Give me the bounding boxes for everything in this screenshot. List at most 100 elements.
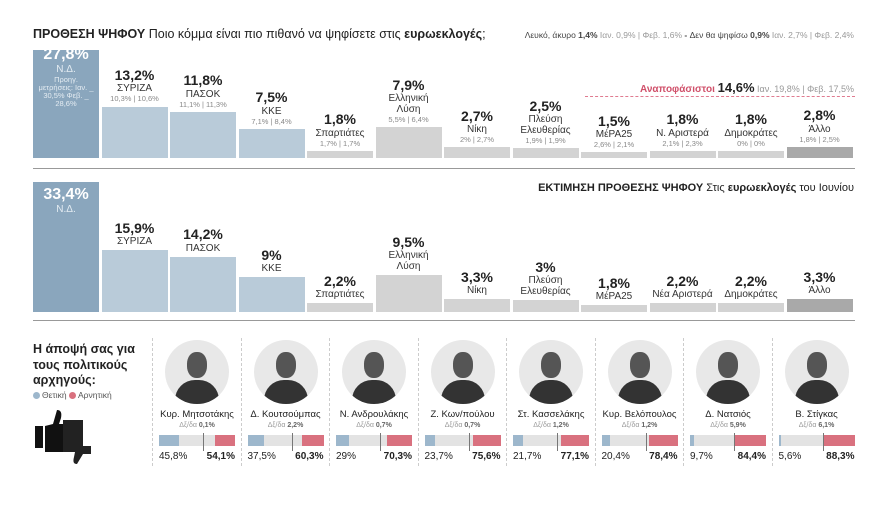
value-label: 13,2%	[114, 66, 155, 83]
positive-value: 9,7%	[690, 451, 713, 462]
previous-values: 2,6% | 2,1%	[593, 139, 635, 149]
leader-photo	[696, 340, 760, 404]
previous-values: 10,3% | 10,6%	[110, 94, 159, 104]
negative-value: 54,1%	[206, 451, 235, 462]
value-label: 1,5%	[598, 112, 630, 129]
separator	[594, 338, 596, 466]
value-label: 3,3%	[803, 268, 836, 285]
dont-know: Δξ/δα 0,7%	[356, 422, 392, 429]
divider	[203, 433, 204, 451]
leader-photo	[519, 340, 583, 404]
bar-label: 3,3% Νίκη	[444, 268, 510, 297]
leader-photo	[430, 340, 495, 404]
party-label: Πλεύση Ελευθερίας	[520, 275, 571, 298]
bar-column: 1,8% Δημοκράτες 0% | 0%	[718, 40, 784, 158]
positive-value: 5,6%	[778, 451, 802, 462]
leader-card: Στ. Κασσελάκης Δξ/δα 1,2% 21,7% 77,1%	[507, 338, 595, 466]
negative-value: 77,1%	[560, 451, 589, 462]
value-label: 7,5%	[255, 89, 288, 106]
positive-value: 20,4%	[601, 451, 630, 462]
party-label: Νίκη	[466, 285, 487, 297]
negative-value: 60,3%	[295, 451, 324, 462]
divider	[822, 433, 824, 451]
party-label: Σπαρτιάτες	[315, 127, 365, 139]
value-label: 33,4%	[43, 186, 89, 203]
leader-card: Β. Στίγκας Δξ/δα 6,1% 5,6% 88,3%	[773, 338, 861, 466]
negative-bar	[386, 435, 412, 446]
party-label: Δημοκράτες	[724, 127, 778, 139]
negative-value: 75,6%	[472, 451, 501, 462]
bar-label: 27,8% Ν.Δ. Προηγ. μετρήσεις: Ιαν. _ 30,5% …	[33, 46, 99, 109]
bar-column: 27,8% Ν.Δ. Προηγ. μετρήσεις: Ιαν. _ 30,5% …	[33, 40, 99, 158]
separator	[417, 338, 419, 466]
leaders-title: Η άποψή σας για τους πολιτικούς αρχηγούς…	[33, 342, 135, 388]
separator	[329, 338, 330, 466]
previous-values: 1,7% | 1,7%	[319, 138, 361, 148]
bar	[101, 250, 168, 312]
previous-values: 7,1% | 8,4%	[251, 116, 292, 126]
positive-value: 37,5%	[247, 451, 276, 462]
bar-column: 13,2% ΣΥΡΙΖΑ 10,3% | 10,6%	[101, 40, 168, 158]
party-label: Ελληνική Λύση	[388, 92, 429, 115]
bar	[238, 276, 305, 312]
rating-track	[336, 435, 412, 446]
negative-bar	[561, 435, 589, 446]
value-label: 1,8%	[598, 274, 630, 291]
previous-values: 0% | 0%	[737, 138, 765, 148]
leader-card: Δ. Κουτσούμπας Δξ/δα 2,2% 37,5% 60,3%	[242, 338, 330, 466]
value-label: 3%	[535, 258, 556, 275]
positive-value: 45,8%	[159, 451, 188, 462]
party-label: Σπαρτιάτες	[315, 289, 365, 301]
party-label: ΚΚΕ	[261, 262, 282, 274]
value-label: 27,8%	[43, 46, 89, 63]
separator	[152, 338, 153, 466]
value-label: 3,3%	[461, 268, 493, 285]
bar-column: 1,8% Ν. Αριστερά 2,1% | 2,3%	[649, 40, 716, 158]
positive-bar	[690, 435, 695, 446]
value-label: 2,8%	[803, 107, 836, 124]
bar	[649, 150, 716, 158]
party-label: ΚΚΕ	[261, 105, 282, 117]
bar-label: 7,5% ΚΚΕ 7,1% | 8,4%	[239, 89, 305, 126]
leader-name: Ν. Ανδρουλάκης	[339, 409, 409, 420]
bar	[238, 128, 305, 158]
value-label: 2,2%	[735, 273, 767, 290]
bar-column: 15,9% ΣΥΡΙΖΑ	[101, 180, 168, 312]
rating-track	[778, 435, 855, 446]
leader-photo	[607, 340, 672, 404]
value-label: 9%	[261, 246, 282, 263]
bar-label: 13,2% ΣΥΡΙΖΑ 10,3% | 10,6%	[102, 66, 168, 104]
bar-label: 11,8% ΠΑΣΟΚ 11,1% | 11,3%	[170, 72, 236, 109]
bar-label: 3,3% Άλλο	[787, 268, 853, 296]
negative-bar	[649, 435, 678, 446]
leader-name: Στ. Κασσελάκης	[517, 409, 585, 420]
previous-values: 1,8% | 2,5%	[799, 134, 840, 144]
positive-bar	[601, 435, 611, 446]
negative-value: 84,4%	[737, 451, 766, 462]
bar	[33, 49, 99, 158]
bar	[649, 303, 716, 312]
leader-photo	[165, 340, 229, 404]
leader-name: Β. Στίγκας	[795, 409, 838, 420]
bar	[581, 152, 647, 158]
negative-bar	[473, 435, 501, 446]
section-divider	[33, 320, 855, 321]
bar-column: 9% ΚΚΕ	[238, 180, 305, 312]
bar-column: 2,2% Δημοκράτες	[718, 180, 784, 312]
negative-value: 70,3%	[383, 451, 412, 462]
bar	[786, 299, 853, 312]
rating-track	[690, 435, 766, 446]
bar	[512, 300, 579, 312]
bar-column: 2,8% Άλλο 1,8% | 2,5%	[786, 40, 853, 158]
value-label: 7,9%	[392, 76, 425, 93]
party-label: Νίκη	[466, 124, 487, 136]
bar-column: 7,5% ΚΚΕ 7,1% | 8,4%	[238, 40, 305, 158]
party-label: Ν.Δ.	[56, 63, 76, 75]
previous-values: 1,9% | 1,9%	[525, 136, 566, 145]
party-label: Πλεύση Ελευθερίας	[520, 114, 571, 136]
bar-column: 2,2% Νέα Αριστερά	[649, 180, 716, 312]
party-label: ΠΑΣΟΚ	[185, 88, 221, 100]
leader-card: Δ. Νατσιός Δξ/δα 5,9% 9,7% 84,4%	[684, 338, 772, 466]
separator	[506, 338, 507, 466]
leader-card: Ν. Ανδρουλάκης Δξ/δα 0,7% 29% 70,3%	[330, 338, 418, 466]
